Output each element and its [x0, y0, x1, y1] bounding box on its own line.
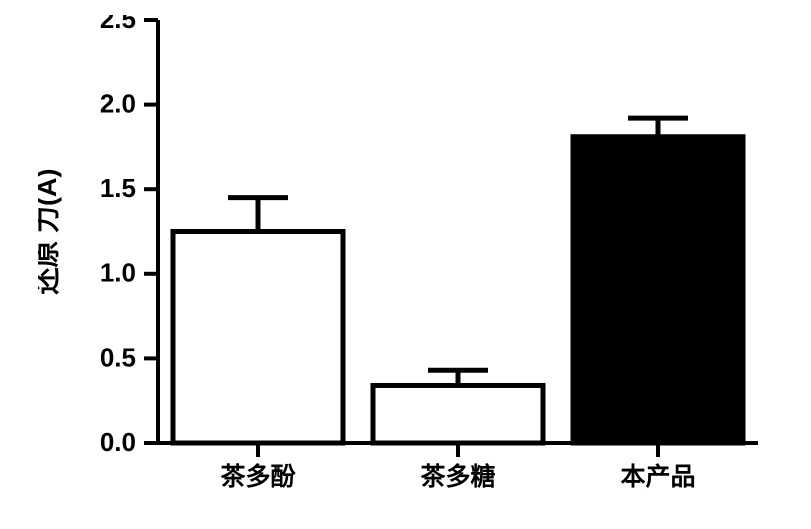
category-label: 茶多酚 — [220, 463, 296, 491]
y-tick-label: 1.5 — [100, 173, 136, 203]
y-axis-title: 还原 力(A) — [38, 169, 62, 295]
bar-chart: 0.0 0.5 1.0 1.5 2.0 2.5 茶多酚 茶多糖 本产品 还原 力(A) — [38, 15, 773, 520]
bar — [373, 385, 543, 443]
y-tick-label: 1.0 — [100, 258, 136, 288]
y-tick-label: 2.0 — [100, 88, 136, 118]
y-tick-label: 2.5 — [100, 15, 136, 34]
y-tick-label: 0.0 — [100, 427, 136, 457]
y-tick-label: 0.5 — [100, 342, 136, 372]
category-label: 茶多糖 — [420, 462, 495, 491]
bar — [173, 232, 343, 444]
chart-svg: 0.0 0.5 1.0 1.5 2.0 2.5 茶多酚 茶多糖 本产品 还原 力(A) — [38, 15, 773, 520]
category-label: 本产品 — [620, 463, 695, 491]
bar — [573, 137, 743, 443]
